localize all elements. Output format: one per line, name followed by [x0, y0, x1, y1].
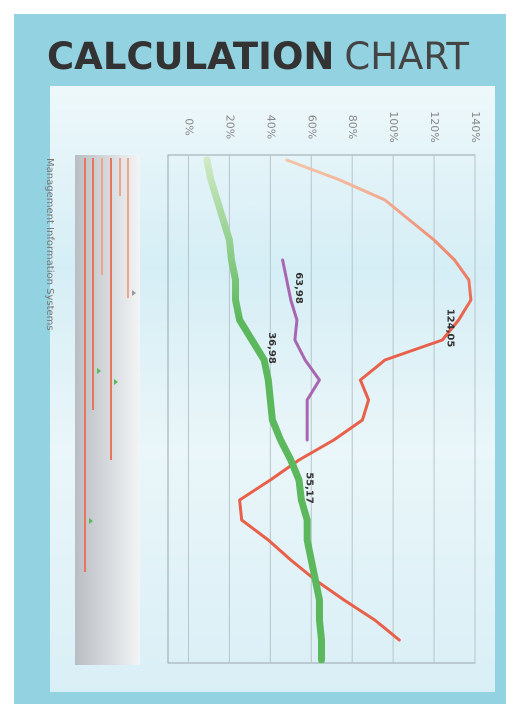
title-light: CHART [344, 35, 469, 78]
value-label: 36,98 [266, 332, 277, 364]
value-label: 55,17 [303, 472, 314, 504]
x-tick-label: 80% [346, 115, 359, 139]
series-line [203, 156, 325, 664]
marker [132, 290, 136, 296]
side-bars [84, 158, 129, 572]
series-line [238, 158, 473, 642]
marker [97, 368, 101, 374]
x-tick-label: 120% [428, 111, 441, 142]
x-tick-label: 0% [182, 118, 195, 135]
series-line [281, 258, 321, 442]
side-markers [89, 290, 136, 524]
value-label: 124,05 [444, 309, 455, 348]
x-tick-label: 100% [387, 111, 400, 142]
x-tick-label: 140% [469, 111, 482, 142]
x-tick-label: 40% [264, 115, 277, 139]
title: CALCULATION CHART [47, 35, 469, 78]
value-label: 63,98 [293, 272, 304, 304]
x-tick-label: 60% [305, 115, 318, 139]
marker [114, 379, 118, 385]
marker [89, 518, 93, 524]
side-label: Management Information Systems [44, 158, 55, 331]
title-bold: CALCULATION [47, 35, 334, 78]
x-tick-label: 20% [223, 115, 236, 139]
